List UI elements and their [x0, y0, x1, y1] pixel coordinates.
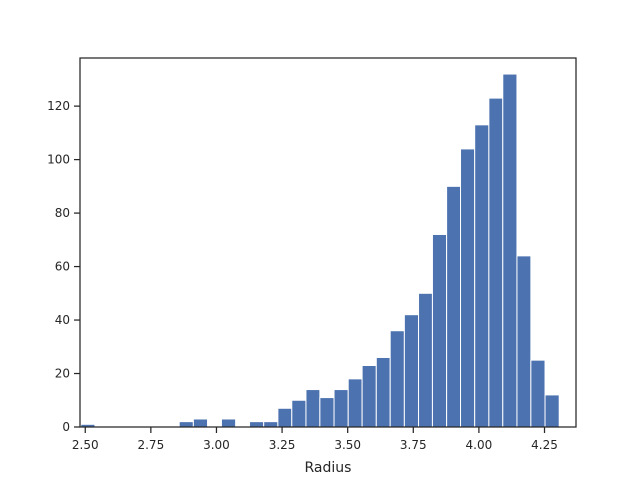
histogram-bar: [516, 255, 532, 428]
histogram-bar: [319, 397, 335, 428]
histogram-bar: [291, 399, 307, 428]
y-tick-label: 40: [55, 313, 70, 327]
x-tick-label: 3.75: [400, 438, 427, 452]
x-tick-label: 3.25: [269, 438, 296, 452]
histogram-bar: [178, 421, 194, 428]
y-axis-ticks: 0 20 40 60 80 100 120: [47, 99, 80, 434]
histogram-bar: [488, 97, 504, 428]
histogram-bar: [403, 314, 420, 428]
histogram-bar: [192, 418, 209, 428]
y-tick-label: 120: [47, 99, 70, 113]
y-tick-label: 80: [55, 206, 70, 220]
y-tick-label: 100: [47, 153, 70, 167]
x-tick-label: 2.75: [137, 438, 164, 452]
histogram-bar: [460, 148, 476, 428]
x-axis-ticks: 2.50 2.75 3.00 3.25 3.50 3.75 4.00 4.25: [72, 427, 558, 452]
histogram-bar: [347, 378, 363, 428]
histogram-bars: [80, 73, 560, 428]
x-axis-label: Radius: [305, 460, 352, 476]
x-tick-label: 4.00: [466, 438, 493, 452]
histogram-bar: [277, 407, 293, 428]
histogram-bar: [474, 124, 490, 428]
histogram-bar: [305, 389, 321, 428]
y-tick-label: 0: [62, 420, 70, 434]
histogram-bar: [418, 292, 433, 428]
x-tick-label: 4.25: [531, 438, 558, 452]
histogram-bar: [220, 418, 237, 428]
histogram-bar: [502, 73, 518, 428]
x-tick-label: 3.00: [203, 438, 230, 452]
y-tick-label: 20: [55, 367, 70, 381]
histogram-bar: [544, 394, 560, 428]
histogram-bar: [249, 421, 265, 428]
histogram-bar: [263, 421, 279, 428]
histogram-bar: [333, 389, 349, 428]
histogram-bar: [389, 330, 405, 428]
histogram-bar: [431, 233, 448, 428]
y-tick-label: 60: [55, 260, 70, 274]
plot-frame: [79, 57, 577, 428]
histogram-bar: [375, 356, 391, 428]
histogram-bar: [446, 185, 462, 428]
histogram-bar: [361, 365, 377, 428]
x-tick-label: 3.50: [334, 438, 361, 452]
histogram-bar: [530, 359, 546, 428]
x-tick-label: 2.50: [72, 438, 99, 452]
